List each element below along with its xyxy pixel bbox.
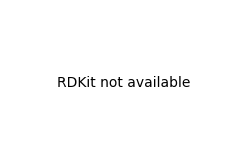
- Text: RDKit not available: RDKit not available: [57, 76, 191, 90]
